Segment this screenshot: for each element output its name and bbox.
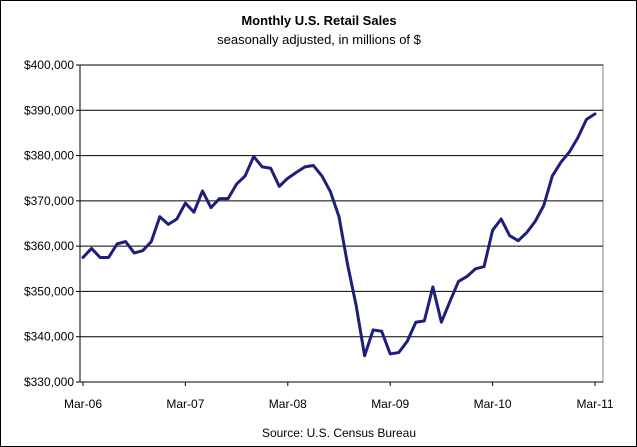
y-tick-label: $390,000 [24, 103, 74, 117]
x-axis-ticks: Mar-06 Mar-07 Mar-08 Mar-09 Mar-10 Mar-11 [64, 382, 614, 411]
y-tick-label: $330,000 [24, 375, 74, 389]
y-tick-label: $370,000 [24, 194, 74, 208]
y-tick-label: $350,000 [24, 284, 74, 298]
y-tick-label: $340,000 [24, 330, 74, 344]
chart-title: Monthly U.S. Retail Sales [241, 13, 396, 28]
series-line [81, 112, 597, 358]
x-tick-label: Mar-06 [64, 397, 102, 411]
chart-subtitle: seasonally adjusted, in millions of $ [217, 32, 422, 47]
x-tick-label: Mar-07 [166, 397, 204, 411]
y-tick-label: $360,000 [24, 239, 74, 253]
chart-source: Source: U.S. Census Bureau [262, 426, 416, 440]
x-tick-label: Mar-10 [474, 397, 512, 411]
gridlines [80, 64, 603, 338]
x-tick-label: Mar-09 [371, 397, 409, 411]
y-tick-label: $380,000 [24, 149, 74, 163]
y-axis-ticks: $330,000 $340,000 $350,000 $360,000 $370,000… [24, 58, 80, 389]
series-group [81, 112, 597, 358]
y-tick-label: $400,000 [24, 58, 74, 72]
x-tick-label: Mar-08 [269, 397, 307, 411]
x-tick-label: Mar-11 [576, 397, 613, 411]
